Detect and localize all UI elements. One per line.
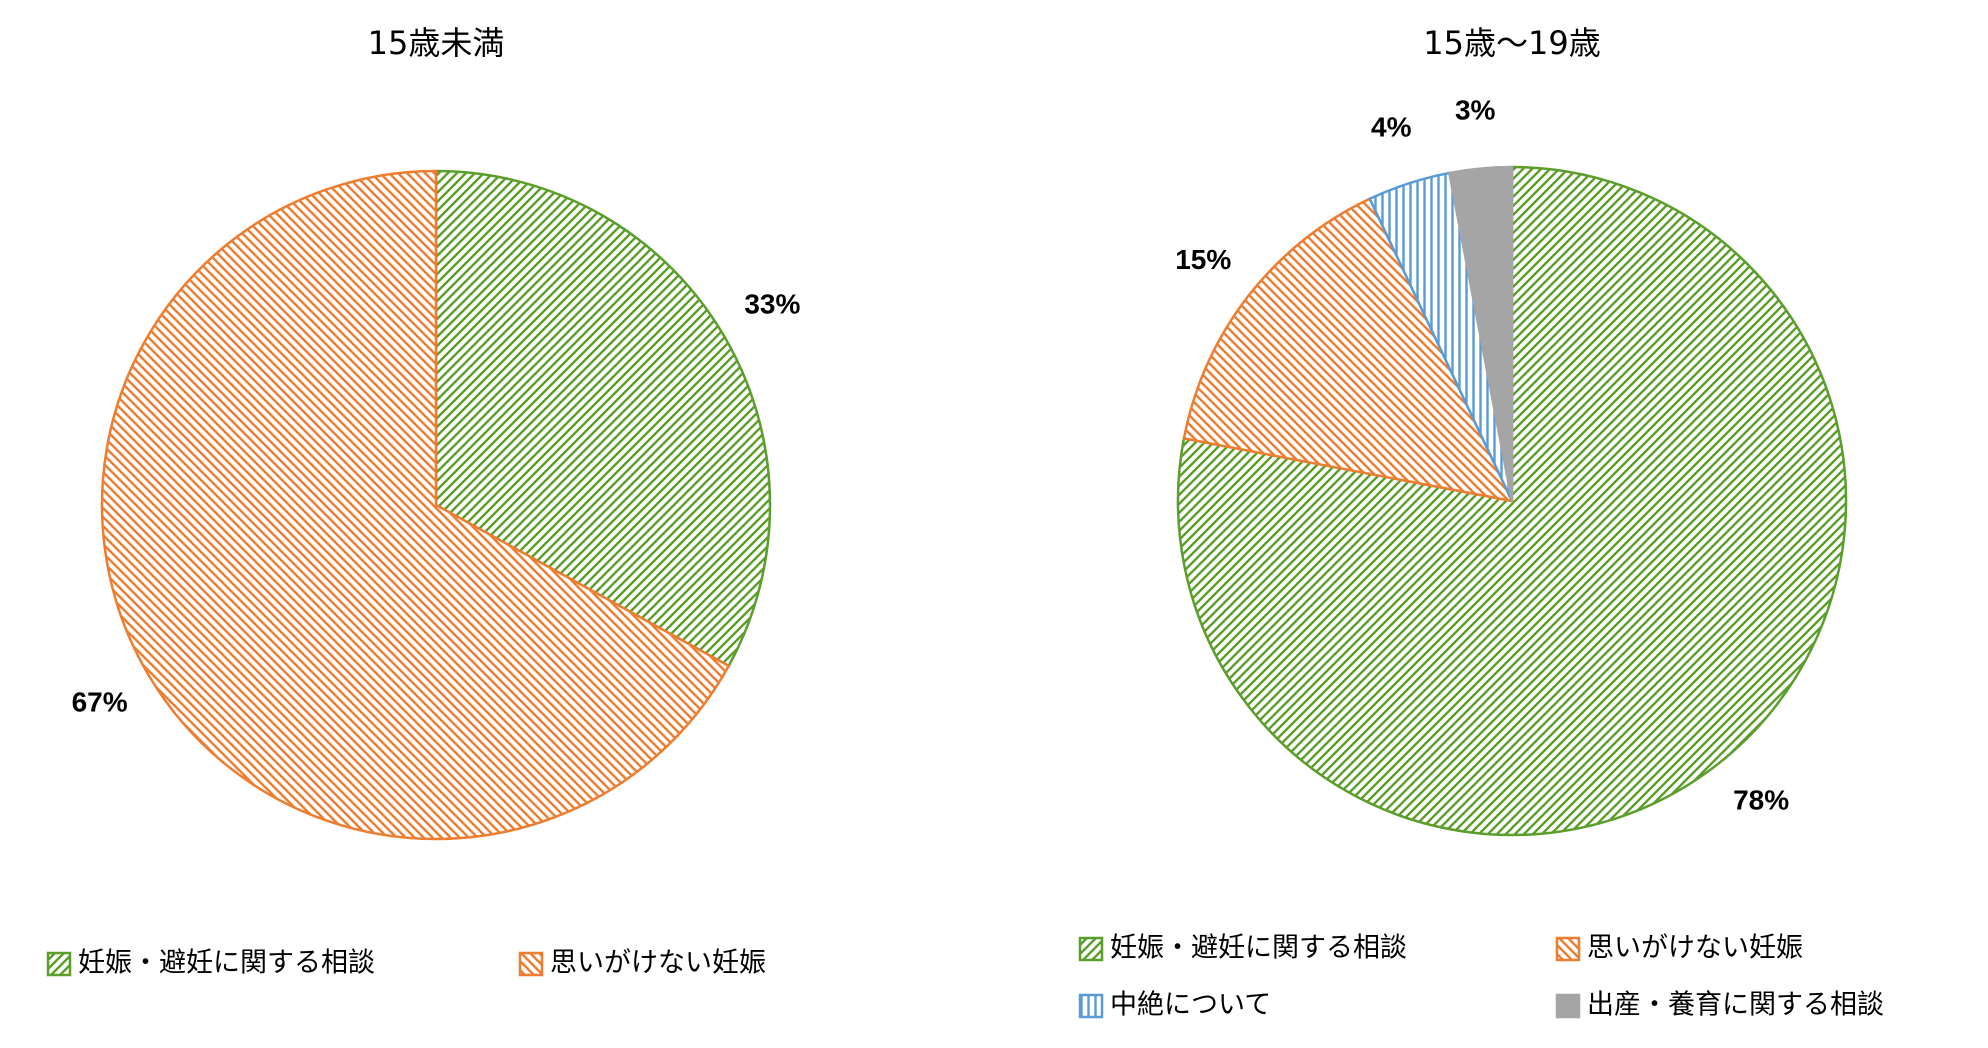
legend-label: 中絶について [1110,990,1271,1021]
data-label: 67% [72,686,128,717]
legend-label: 妊娠・避妊に関する相談 [1110,933,1407,964]
data-label: 4% [1371,112,1412,143]
pie-slice [1176,165,1848,837]
pie-slice [1447,165,1514,502]
chart-title: 15歳未満 [368,24,505,62]
data-label: 78% [1733,784,1789,815]
legend-swatch [518,951,544,977]
legend-swatch [1078,936,1104,962]
legend-swatch [46,951,72,977]
pie-slice [1182,197,1515,503]
data-label: 15% [1175,244,1231,275]
legend-label: 思いがけない妊娠 [550,948,766,979]
pie-slice [434,169,772,668]
legend-label: 妊娠・避妊に関する相談 [78,948,375,979]
legend-swatch [1555,993,1581,1019]
pie-slice [100,169,731,841]
legend-label: 出産・養育に関する相談 [1587,990,1884,1021]
chart-title: 15歳～19歳 [1423,24,1600,62]
legend-swatch [1555,936,1581,962]
data-label: 33% [744,288,800,319]
data-label: 3% [1455,94,1496,125]
legend-swatch [1078,993,1104,1019]
legend-label: 思いがけない妊娠 [1587,933,1803,964]
